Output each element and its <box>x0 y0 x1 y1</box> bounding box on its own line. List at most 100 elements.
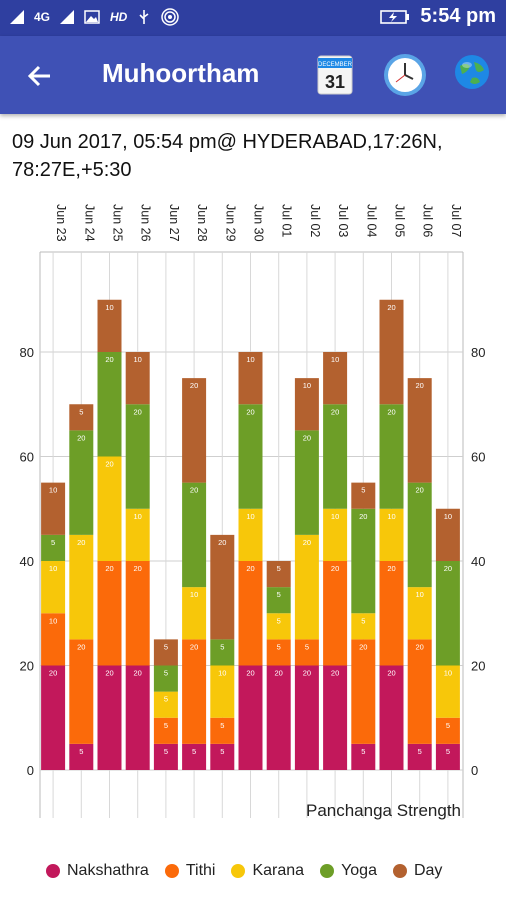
legend-label: Day <box>413 862 443 879</box>
legend-label: Nakshathra <box>67 862 149 879</box>
legend-label: Karana <box>252 862 305 879</box>
bar-segment <box>323 561 348 666</box>
bar-segment <box>125 665 150 770</box>
legend-swatch <box>164 864 179 878</box>
globe-button[interactable] <box>452 52 498 98</box>
legend-swatch <box>46 864 60 878</box>
bar-segment-label: 10 <box>49 486 57 495</box>
clock-button[interactable] <box>382 52 428 98</box>
bar-segment <box>407 743 432 770</box>
bar-segment-label: 20 <box>190 381 198 390</box>
x-tick-label: Jun 26 <box>139 204 153 242</box>
y-tick-label-right: 80 <box>471 345 485 360</box>
bar-segment-label: 20 <box>275 669 283 678</box>
bar-segment-label: 5 <box>361 616 365 625</box>
bar-segment <box>323 404 348 509</box>
bar-segment <box>69 534 94 640</box>
bar-segment-label: 20 <box>387 564 395 573</box>
bar-segment-label: 5 <box>277 590 281 599</box>
y-tick-label-right: 60 <box>471 450 485 465</box>
calendar-button[interactable]: DECEMBER 31 <box>316 52 362 98</box>
x-tick-label: Jul 01 <box>280 204 294 237</box>
bar-segment-label: 20 <box>303 433 311 442</box>
bar-segment <box>182 639 207 744</box>
chart-title: Panchanga Strength <box>306 801 461 820</box>
bar-segment <box>153 743 178 770</box>
bar-segment-label: 10 <box>49 616 57 625</box>
legend-label: Yoga <box>341 862 377 879</box>
bar-segment <box>182 743 207 770</box>
bar-segment-label: 20 <box>246 407 254 416</box>
bar-segment <box>323 352 348 405</box>
bar-segment-label: 5 <box>220 721 224 730</box>
calendar-day: 31 <box>325 72 345 92</box>
back-button[interactable] <box>22 58 58 94</box>
x-tick-label: Jul 07 <box>449 204 463 237</box>
bar-segment <box>407 639 432 744</box>
bar-segment-label: 20 <box>134 407 142 416</box>
signal-icon <box>10 10 24 24</box>
bar-segment <box>153 691 178 718</box>
bar-segment <box>379 508 404 561</box>
status-time: 5:54 pm <box>420 5 496 27</box>
y-tick-label-left: 40 <box>20 554 34 569</box>
bar-segment <box>97 352 122 457</box>
bar-segment <box>125 352 150 405</box>
status-right: 5:54 pm <box>380 5 496 28</box>
bar-segment <box>238 508 263 561</box>
bar-segment <box>238 665 263 770</box>
bar-segment-label: 20 <box>105 460 113 469</box>
bar-segment <box>435 743 460 770</box>
bar-segment-label: 10 <box>416 590 424 599</box>
bar-segment <box>351 639 376 744</box>
x-tick-label: Jun 25 <box>111 204 125 242</box>
panchanga-strength-chart: 0 0 20 20 40 40 60 60 80 80 Jun 23 Jun 24 Jun 25 Jun … <box>20 204 486 820</box>
bar-segment-label: 5 <box>418 747 422 756</box>
bar-segment-label: 20 <box>331 564 339 573</box>
bar-segment <box>210 639 235 666</box>
bar-segment-label: 20 <box>77 538 85 547</box>
bar-segment <box>41 482 66 535</box>
bar-segment <box>41 665 66 770</box>
bar-segment-label: 5 <box>164 695 168 704</box>
bar-segment <box>351 743 376 770</box>
calendar-month: DECEMBER <box>318 62 353 68</box>
bar-segment-label: 20 <box>444 564 452 573</box>
bar-segment <box>351 482 376 509</box>
bar-segment-label: 20 <box>190 642 198 651</box>
bar-segment-label: 20 <box>77 642 85 651</box>
bar-segment <box>182 587 207 640</box>
legend-swatch <box>320 864 335 878</box>
bar-segment-label: 20 <box>134 564 142 573</box>
bar-segment-label: 10 <box>444 669 452 678</box>
bar-segment-label: 10 <box>246 512 254 521</box>
bar-segment <box>97 561 122 666</box>
bar-segment <box>294 639 319 666</box>
bar-segment-label: 20 <box>105 355 113 364</box>
bar-segment <box>379 561 404 666</box>
bar-segment <box>294 534 319 640</box>
battery-charging-icon <box>380 9 410 24</box>
bar-segment <box>435 717 460 744</box>
bar-segment-label: 10 <box>303 381 311 390</box>
bar-segment <box>69 430 94 535</box>
bar-segment <box>351 508 376 614</box>
bar-segment <box>238 352 263 405</box>
hotspot-icon <box>161 8 180 26</box>
legend-item: Karana <box>231 862 304 880</box>
bar-segment-label: 10 <box>218 669 226 678</box>
arrow-left-icon <box>27 65 50 87</box>
bar-segment-label: 10 <box>331 512 339 521</box>
bar-segment <box>97 456 122 561</box>
x-tick-label: Jul 03 <box>336 204 350 237</box>
signal-4g-icon <box>60 10 75 24</box>
bar-segment <box>125 561 150 666</box>
bar-segment <box>435 561 460 666</box>
bar-segment <box>323 508 348 561</box>
legend-swatch <box>392 864 407 878</box>
location-datetime-info: 09 Jun 2017, 05:54 pm@ HYDERABAD,17:26N,… <box>12 131 443 181</box>
bar-segment <box>210 665 235 718</box>
x-tick-label: Jul 06 <box>421 204 435 237</box>
usb-icon <box>139 10 149 24</box>
chart-legend: Nakshathra Tithi Karana Yoga Day <box>46 862 442 880</box>
